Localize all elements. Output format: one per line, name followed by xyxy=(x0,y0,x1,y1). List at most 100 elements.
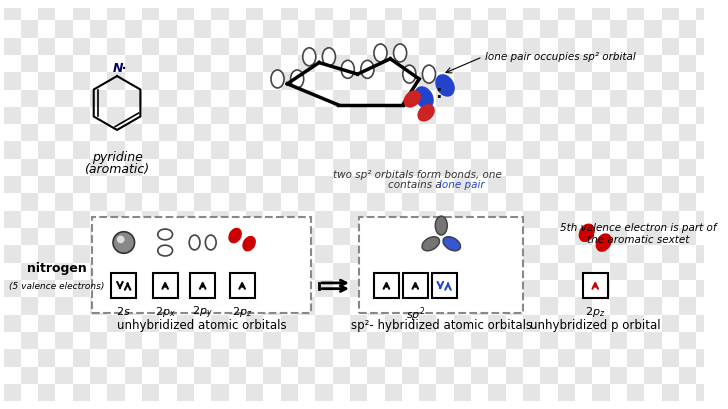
Bar xyxy=(350,245,367,263)
Bar xyxy=(437,159,454,176)
Bar xyxy=(644,332,662,349)
Bar xyxy=(55,297,73,315)
Bar xyxy=(488,384,506,401)
Bar xyxy=(402,193,419,211)
Bar xyxy=(627,349,644,366)
Bar xyxy=(593,107,609,124)
Bar xyxy=(523,3,540,20)
Bar xyxy=(713,297,728,315)
Bar xyxy=(558,384,575,401)
Bar xyxy=(593,349,609,366)
Bar xyxy=(540,366,558,384)
Bar xyxy=(246,245,264,263)
Bar xyxy=(419,142,437,159)
Bar xyxy=(662,349,679,366)
Bar xyxy=(73,211,90,228)
Bar xyxy=(558,245,575,263)
Bar xyxy=(177,3,194,20)
Bar xyxy=(402,263,419,280)
Bar xyxy=(21,366,38,384)
Bar xyxy=(177,280,194,297)
Bar xyxy=(593,72,609,90)
Bar xyxy=(280,280,298,297)
Bar xyxy=(506,366,523,384)
Text: $2p_z$: $2p_z$ xyxy=(585,305,606,319)
Bar xyxy=(55,193,73,211)
Bar xyxy=(402,20,419,38)
Bar xyxy=(593,3,609,20)
Bar xyxy=(662,72,679,90)
Bar xyxy=(558,107,575,124)
Bar xyxy=(38,280,55,297)
Bar xyxy=(194,297,211,315)
Bar xyxy=(713,0,728,3)
Bar xyxy=(4,245,21,263)
Bar xyxy=(713,193,728,211)
Bar xyxy=(280,38,298,55)
Bar xyxy=(211,176,229,193)
Bar xyxy=(454,142,471,159)
Bar xyxy=(246,176,264,193)
Bar xyxy=(662,211,679,228)
Bar xyxy=(454,211,471,228)
Bar xyxy=(696,176,713,193)
Bar xyxy=(644,90,662,107)
Bar xyxy=(713,55,728,72)
Bar xyxy=(298,193,315,211)
Bar xyxy=(229,228,246,245)
Bar xyxy=(609,0,627,3)
Bar xyxy=(713,366,728,384)
Ellipse shape xyxy=(303,48,316,66)
Bar xyxy=(437,0,454,3)
Bar xyxy=(142,176,159,193)
Bar xyxy=(488,72,506,90)
Ellipse shape xyxy=(158,229,173,240)
Bar xyxy=(55,228,73,245)
Ellipse shape xyxy=(374,44,387,62)
Bar xyxy=(350,38,367,55)
Bar xyxy=(713,159,728,176)
Bar xyxy=(627,384,644,401)
Bar xyxy=(298,332,315,349)
Bar xyxy=(644,366,662,384)
Bar xyxy=(280,245,298,263)
Bar xyxy=(315,107,333,124)
Bar xyxy=(696,3,713,20)
Bar xyxy=(21,263,38,280)
Bar xyxy=(575,366,593,384)
Bar xyxy=(142,72,159,90)
Bar xyxy=(315,211,333,228)
Bar xyxy=(662,3,679,20)
Bar xyxy=(558,349,575,366)
Bar xyxy=(540,124,558,142)
Bar xyxy=(142,245,159,263)
Bar xyxy=(609,366,627,384)
Ellipse shape xyxy=(243,237,255,251)
Bar xyxy=(384,245,402,263)
Bar xyxy=(280,315,298,332)
Bar xyxy=(38,315,55,332)
Bar xyxy=(298,90,315,107)
Bar xyxy=(437,332,454,349)
Bar xyxy=(402,297,419,315)
Bar xyxy=(367,332,384,349)
Bar xyxy=(454,107,471,124)
Bar xyxy=(627,211,644,228)
Ellipse shape xyxy=(290,70,304,88)
Bar xyxy=(662,280,679,297)
Bar xyxy=(367,297,384,315)
Bar xyxy=(194,263,211,280)
Bar xyxy=(593,315,609,332)
Bar xyxy=(350,3,367,20)
Bar xyxy=(679,263,696,280)
Bar xyxy=(211,280,229,297)
Text: contains a: contains a xyxy=(388,180,446,190)
Bar xyxy=(264,90,280,107)
Bar xyxy=(696,72,713,90)
Bar xyxy=(350,280,367,297)
Bar xyxy=(540,297,558,315)
Bar xyxy=(177,72,194,90)
Bar xyxy=(384,315,402,332)
Bar xyxy=(90,0,108,3)
Bar xyxy=(21,332,38,349)
